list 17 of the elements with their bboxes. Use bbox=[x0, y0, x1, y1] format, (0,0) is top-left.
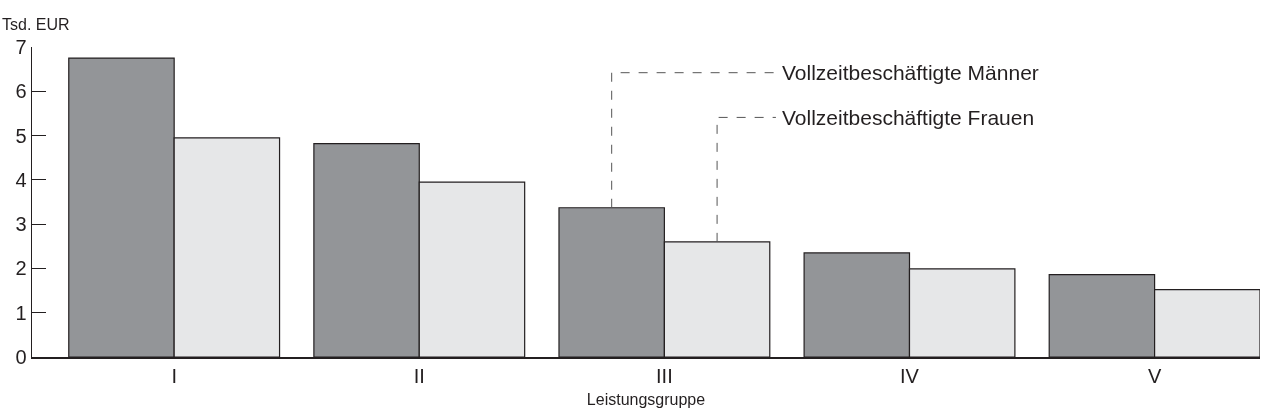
x-tick-label: IV bbox=[900, 364, 920, 387]
x-tick-label: I bbox=[171, 364, 177, 387]
x-tick-label: III bbox=[656, 364, 673, 387]
y-axis-title: Tsd. EUR bbox=[2, 16, 70, 33]
y-tick-label: 0 bbox=[15, 346, 27, 368]
y-tick-label: 4 bbox=[15, 168, 27, 191]
y-tick-label: 7 bbox=[15, 36, 27, 58]
text: Vollzeitbeschäftigte Frauen bbox=[782, 106, 1035, 129]
y-tick-label: 5 bbox=[15, 124, 27, 147]
x-tick-label: II bbox=[413, 364, 425, 387]
x-tick-label: V bbox=[1147, 364, 1162, 387]
y-tick-label: 1 bbox=[15, 301, 27, 324]
text: Vollzeitbeschäftigte Männer bbox=[782, 61, 1039, 84]
y-tick-label: 2 bbox=[15, 257, 27, 280]
x-axis-title: Leistungsgruppe bbox=[586, 390, 706, 408]
y-tick-label: 3 bbox=[15, 213, 27, 236]
y-tick-label: 6 bbox=[15, 80, 27, 103]
